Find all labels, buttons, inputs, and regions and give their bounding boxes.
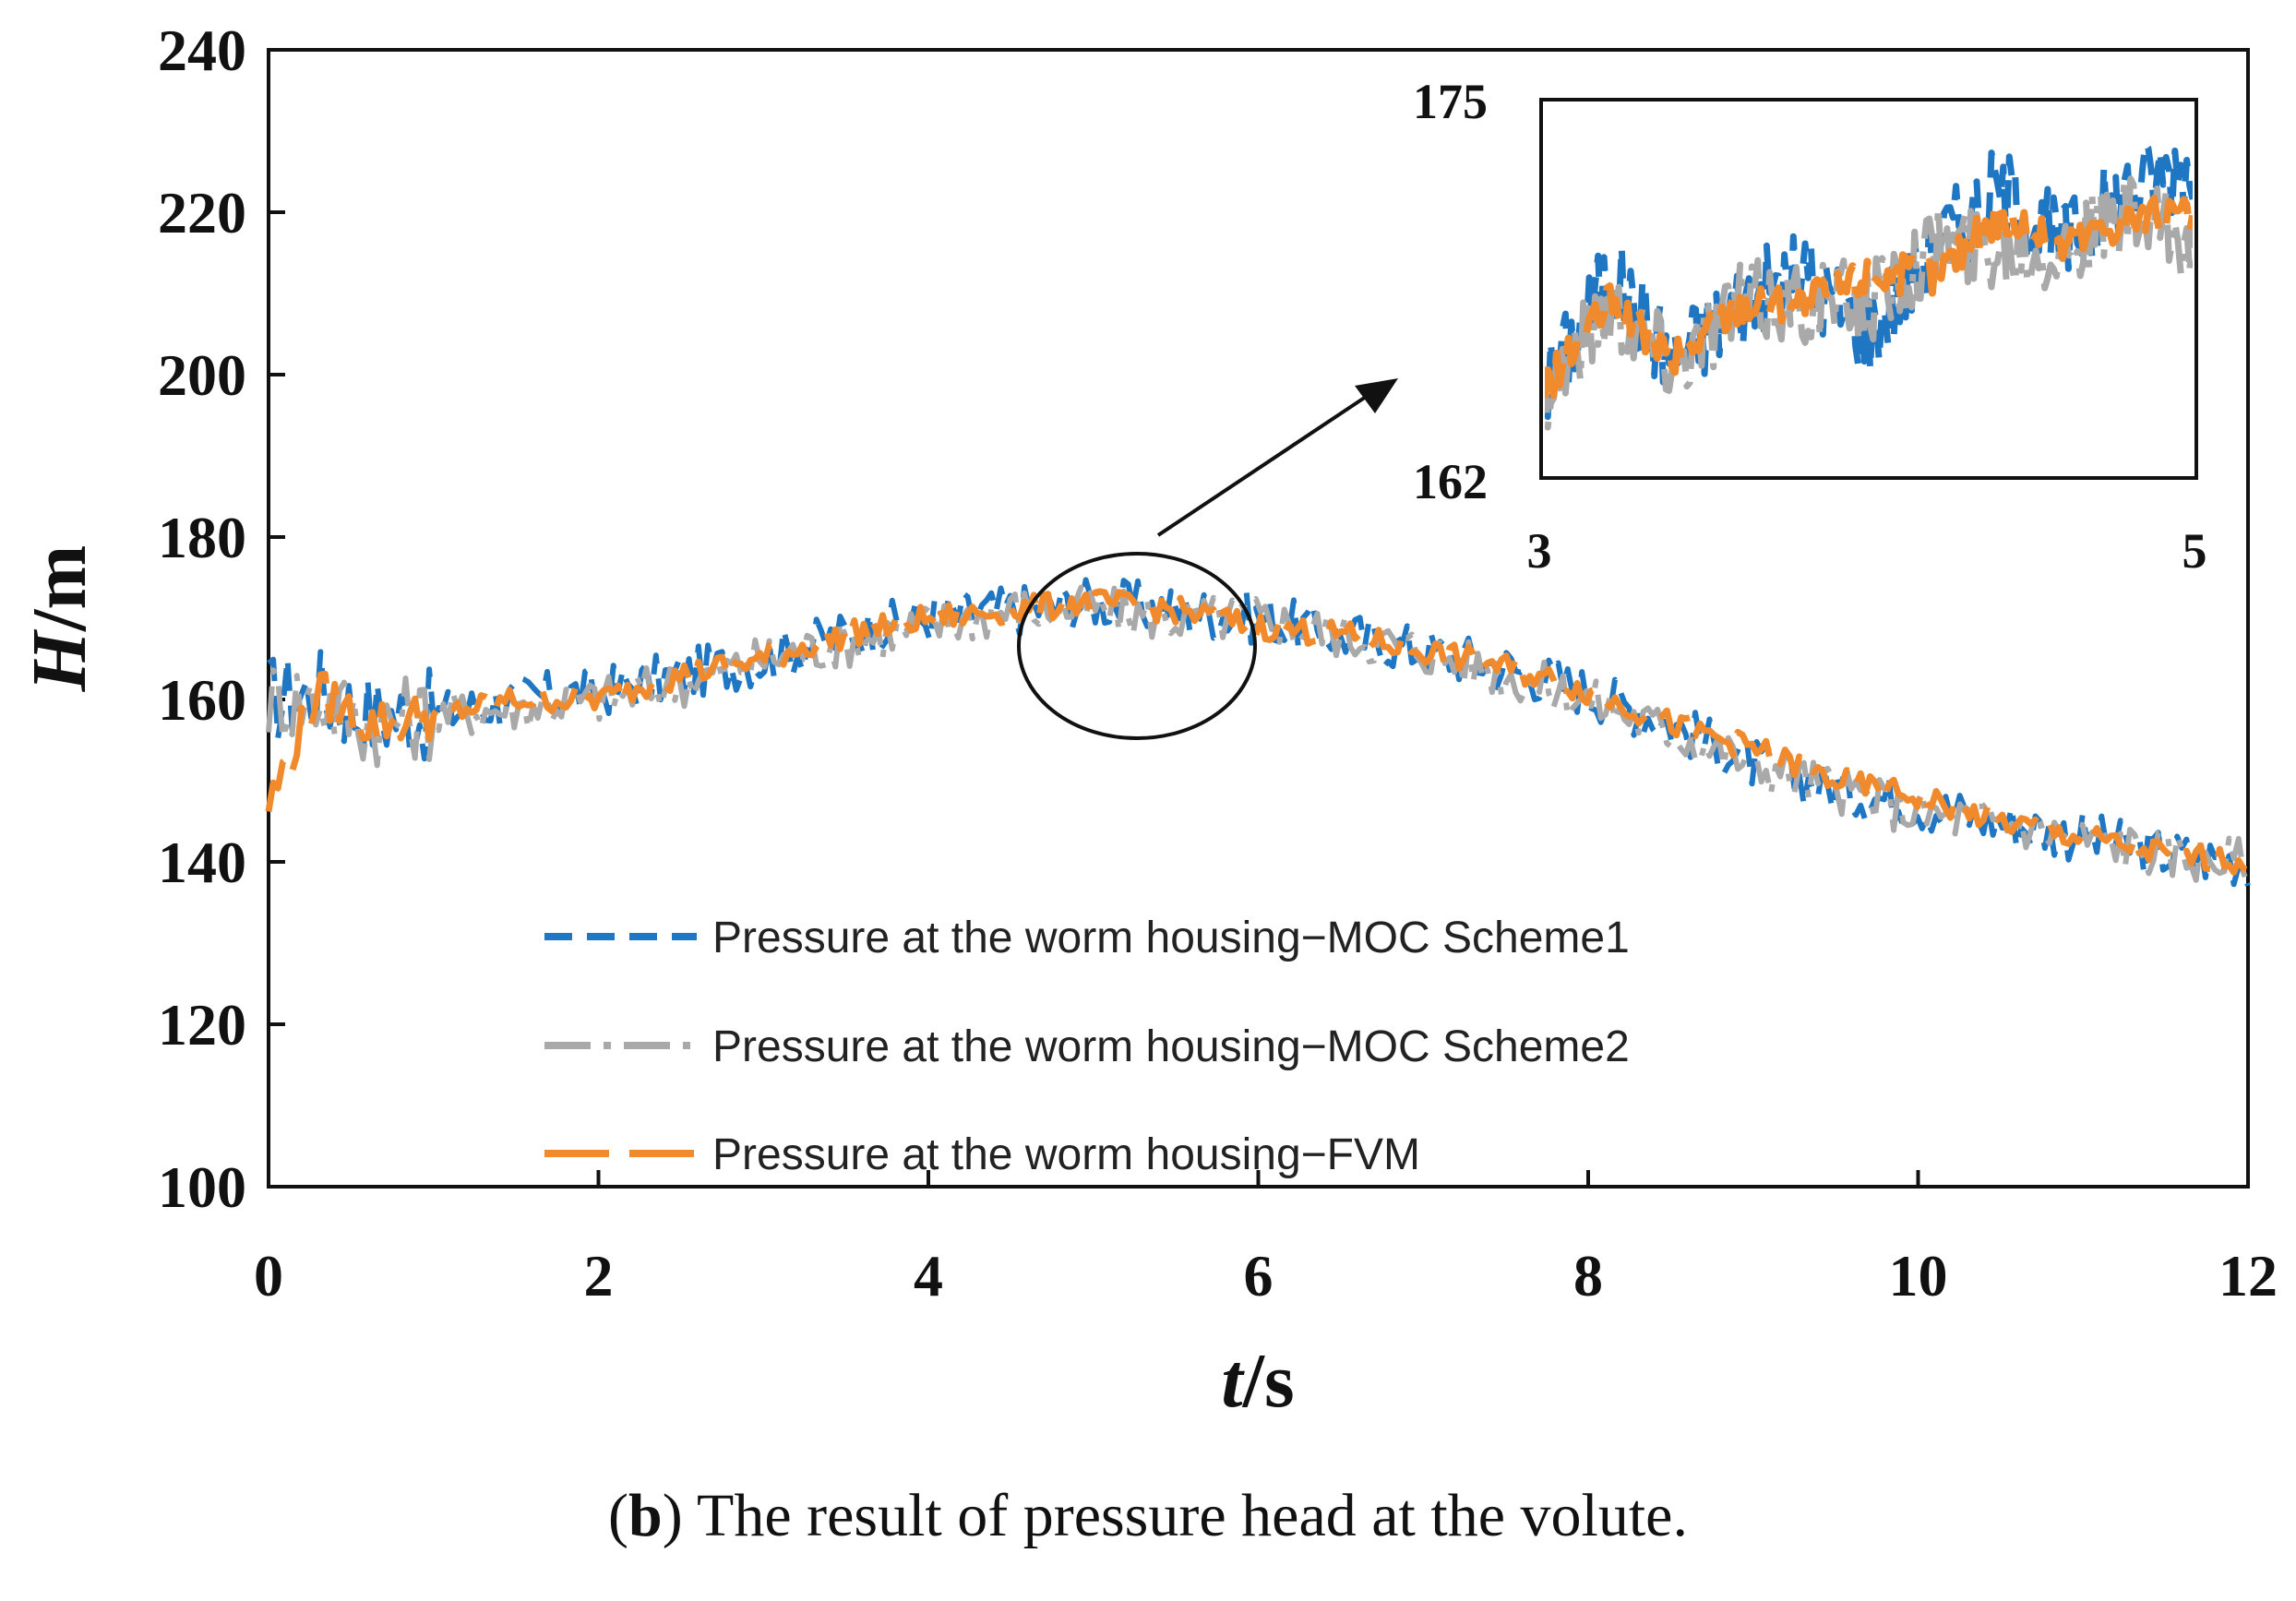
y-tick-label-0: 100 <box>158 1154 246 1220</box>
x-axis-title-var: t <box>1221 1338 1245 1424</box>
legend-label-fvm: Pressure at the worm housing−FVM <box>712 1130 1420 1179</box>
series-layer <box>265 577 2252 888</box>
y-tick-label-4: 180 <box>158 505 246 570</box>
x-axis-ticks: 0 2 4 6 8 10 12 <box>254 1170 2278 1308</box>
x-tick-label-1: 2 <box>584 1243 614 1308</box>
y-tick-label-6: 220 <box>158 180 246 245</box>
legend-label-scheme1: Pressure at the worm housing−MOC Scheme1 <box>712 914 1630 962</box>
legend: Pressure at the worm housing−MOC Scheme1… <box>544 914 1630 1179</box>
y-axis-title: H/m <box>17 545 102 693</box>
y-tick-label-3: 160 <box>158 667 246 733</box>
y-axis-title-unit: /m <box>17 545 102 632</box>
x-tick-label-6: 12 <box>2218 1243 2278 1308</box>
legend-label-scheme2: Pressure at the worm housing−MOC Scheme2 <box>712 1022 1630 1071</box>
x-tick-label-2: 4 <box>914 1243 943 1308</box>
x-axis-title-unit: /s <box>1242 1338 1295 1424</box>
y-tick-label-1: 120 <box>158 992 246 1057</box>
inset-series-layer <box>1545 140 2193 431</box>
zoom-arrow-shaft <box>1156 395 1368 537</box>
series-line-2 <box>265 588 2252 876</box>
figure-caption: (b) The result of pressure head at the v… <box>608 1482 1688 1549</box>
inset-y-tick-bottom: 162 <box>1413 454 1488 509</box>
y-axis-title-var: H <box>17 628 102 692</box>
x-tick-label-0: 0 <box>254 1243 283 1308</box>
y-tick-label-2: 140 <box>158 830 246 895</box>
inset-x-tick-left: 3 <box>1527 523 1552 579</box>
caption-text: The result of pressure head at the volut… <box>682 1482 1688 1549</box>
zoom-arrow-head <box>1355 378 1398 413</box>
y-axis-ticks: 100 120 140 160 180 200 220 240 <box>158 18 285 1220</box>
x-tick-label-5: 10 <box>1889 1243 1948 1308</box>
caption-label: b <box>628 1482 663 1549</box>
inset-x-tick-right: 5 <box>2182 523 2207 579</box>
y-tick-label-5: 200 <box>158 342 246 408</box>
x-tick-label-4: 8 <box>1573 1243 1603 1308</box>
x-axis-title: t/s <box>1221 1338 1294 1424</box>
y-tick-label-7: 240 <box>158 18 246 83</box>
inset-y-tick-top: 175 <box>1413 74 1488 129</box>
inset-series-line-2 <box>1545 194 2193 400</box>
zoom-region-ellipse <box>1017 552 1257 740</box>
x-tick-label-3: 6 <box>1244 1243 1274 1308</box>
